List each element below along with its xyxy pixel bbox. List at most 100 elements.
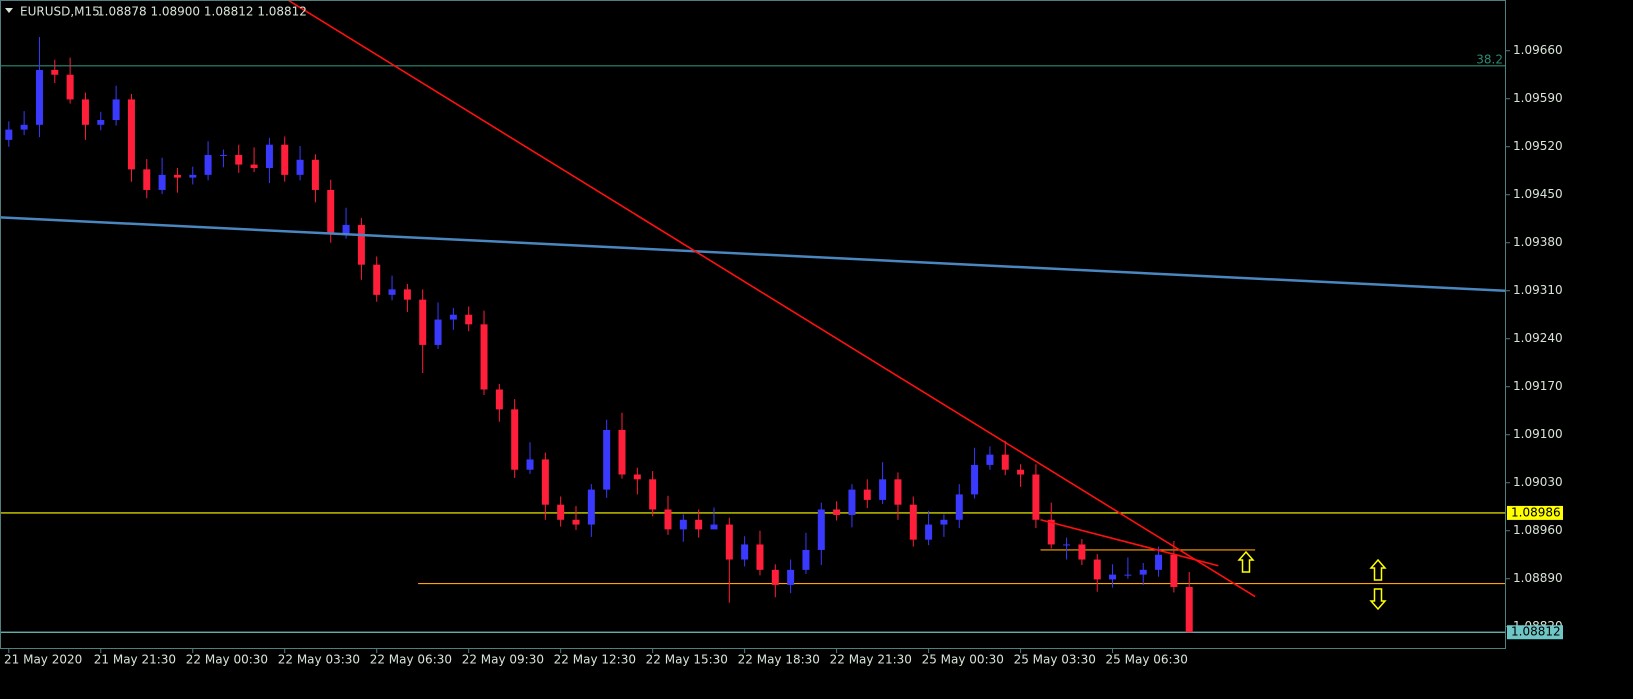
candle-body (511, 409, 519, 470)
y-tick-label: 1.09380 (1513, 235, 1563, 249)
y-tick-label: 1.09450 (1513, 187, 1563, 201)
candle-body (434, 319, 442, 345)
up-arrow (1369, 558, 1387, 581)
down-arrow (1369, 588, 1387, 611)
candle-body (235, 154, 243, 165)
candle-body (1170, 554, 1178, 587)
candle-body (526, 459, 534, 470)
candle-body (51, 69, 59, 75)
candle-body (925, 524, 933, 540)
candle-body (710, 524, 718, 530)
candle-body (664, 509, 672, 530)
candle-body (388, 289, 396, 295)
candle-body (1047, 519, 1055, 545)
candle-body (1017, 469, 1025, 475)
candle-body (725, 524, 733, 560)
candle-body (1139, 569, 1147, 575)
candle-body (909, 504, 917, 540)
x-tick-label: 22 May 03:30 (278, 653, 360, 667)
candle-body (81, 99, 89, 125)
candle-body (403, 289, 411, 300)
x-tick-label: 21 May 21:30 (94, 653, 176, 667)
candle-body (863, 489, 871, 500)
y-tick-label: 1.09660 (1513, 43, 1563, 57)
candle-body (802, 549, 810, 570)
candle-body (940, 519, 948, 525)
candle-body (986, 454, 994, 465)
candle-body (848, 489, 856, 515)
candle-body (817, 509, 825, 550)
candle-body (1078, 544, 1086, 560)
y-tick-label: 1.09100 (1513, 427, 1563, 441)
candle-body (695, 519, 703, 530)
candle-body (311, 159, 319, 190)
candle-body (281, 144, 289, 175)
candle-body (787, 569, 795, 585)
y-tick-label: 1.08960 (1513, 523, 1563, 537)
trendline (1040, 518, 1219, 567)
price-box-label: 1.08986 (1511, 505, 1561, 519)
candle-body (557, 504, 565, 520)
price-box (1507, 625, 1563, 640)
y-tick-label: 1.09310 (1513, 283, 1563, 297)
candle-body (572, 519, 580, 525)
candle-body (1155, 554, 1163, 570)
x-tick-label: 22 May 09:30 (462, 653, 544, 667)
candle-body (741, 544, 749, 560)
candle-body (756, 544, 764, 570)
candle-body (449, 314, 457, 320)
candle-body (373, 264, 381, 295)
candle-body (971, 464, 979, 495)
candle-body (480, 324, 488, 390)
candle-body (250, 164, 258, 168)
up-arrow (1237, 550, 1255, 573)
candle-body (173, 174, 181, 178)
price-box (1507, 505, 1563, 520)
candle-body (35, 69, 43, 125)
candle-body (465, 314, 473, 325)
y-tick-label: 1.09520 (1513, 139, 1563, 153)
candle-body (603, 429, 611, 490)
candle-body (357, 224, 365, 265)
x-tick-label: 22 May 00:30 (186, 653, 268, 667)
x-tick-label: 22 May 21:30 (830, 653, 912, 667)
x-tick-label: 25 May 03:30 (1014, 653, 1096, 667)
y-tick-label: 1.09590 (1513, 91, 1563, 105)
candle-body (143, 169, 151, 190)
menu-triangle[interactable] (5, 8, 13, 13)
candle-body (127, 99, 135, 170)
candle-body (541, 459, 549, 505)
plot-area (0, 0, 1506, 633)
candle-body (296, 159, 304, 175)
candle-body (342, 224, 350, 235)
candle-body (771, 569, 779, 585)
candle-body (204, 154, 212, 175)
x-tick-label: 25 May 06:30 (1106, 653, 1188, 667)
candle-body (189, 174, 197, 178)
candle-body (1185, 586, 1193, 633)
ohlc-header: 1.08878 1.08900 1.08812 1.08812 (97, 5, 307, 19)
chart-frame (0, 0, 1506, 649)
level-text: 38.2 (1476, 52, 1503, 66)
candle-body (495, 389, 503, 410)
x-tick-label: 22 May 18:30 (738, 653, 820, 667)
y-tick-label: 1.09170 (1513, 379, 1563, 393)
candle-body (265, 144, 273, 168)
candle-body (649, 479, 657, 510)
candle-body (1093, 559, 1101, 580)
candle-body (97, 120, 105, 125)
y-tick-label: 1.09030 (1513, 475, 1563, 489)
candle-body (20, 124, 28, 130)
candle-body (1109, 574, 1117, 580)
candle-body (1032, 474, 1040, 520)
candle-body (219, 154, 227, 156)
symbol: EURUSD,M15 (20, 5, 100, 19)
candle-body (879, 479, 887, 500)
candle-body (419, 299, 427, 345)
candle-body (894, 479, 902, 505)
candle-body (327, 189, 335, 235)
candle-body (955, 494, 963, 520)
